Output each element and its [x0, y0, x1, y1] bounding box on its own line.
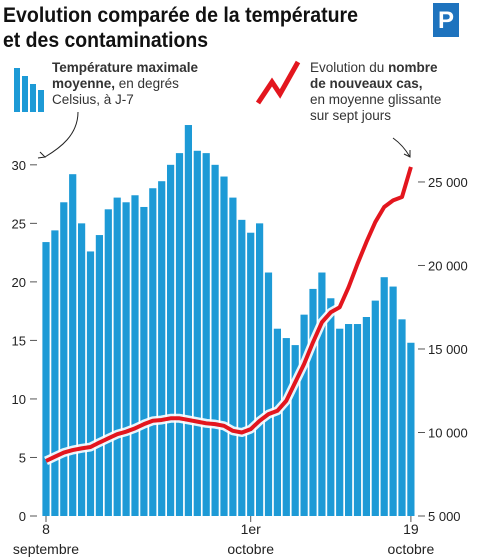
bar	[273, 328, 281, 516]
y-tick-label: 5	[19, 450, 26, 465]
bar	[104, 209, 112, 516]
legend-segment: en moyenne glissante	[310, 92, 441, 107]
logo: P	[438, 7, 454, 34]
y2-tick-label: 25 000	[428, 175, 468, 190]
bar	[167, 164, 175, 516]
bar	[300, 314, 308, 516]
x-tick-label: 1er	[241, 521, 262, 537]
y-tick-label: 10	[12, 392, 26, 407]
legend-segment: moyenne,	[52, 76, 115, 91]
bar	[247, 232, 255, 516]
bar	[60, 202, 68, 516]
legend-segment: Température maximale	[52, 60, 199, 75]
bar	[184, 125, 192, 516]
y2-tick-label: 20 000	[428, 258, 468, 273]
bar	[238, 219, 246, 516]
bar	[327, 298, 335, 516]
legend-arrow-head	[403, 150, 411, 158]
line-legend-icon	[255, 60, 301, 105]
bar	[202, 153, 210, 516]
bar	[211, 164, 219, 516]
bar	[371, 300, 379, 516]
legend-text: Evolution du nombre	[310, 60, 438, 75]
bar	[398, 319, 406, 516]
y-tick-label: 20	[12, 275, 26, 290]
y-tick-label: 30	[12, 158, 26, 173]
legend-text: Température maximale	[52, 60, 199, 75]
bar	[122, 202, 130, 516]
chart-title: et des contaminations	[3, 29, 208, 52]
bar	[86, 251, 95, 516]
bar	[353, 324, 362, 516]
y-tick-label: 0	[19, 509, 26, 524]
line	[45, 166, 413, 463]
bar	[220, 176, 228, 516]
x-tick-label: 8	[42, 521, 50, 537]
bar	[264, 272, 273, 516]
bar-legend-icon	[14, 68, 44, 112]
bar	[51, 230, 59, 516]
bar	[69, 174, 77, 516]
x-tick-label: 19	[403, 521, 419, 537]
legend-segment: de nouveaux cas,	[310, 76, 423, 91]
bar	[256, 223, 264, 516]
bar	[336, 328, 344, 516]
legend-text: moyenne, en degrés	[52, 76, 179, 91]
legend-text: de nouveaux cas,	[310, 76, 423, 91]
x-month-label: octobre	[388, 541, 435, 557]
legend-arrow-head	[37, 151, 47, 159]
bar	[309, 288, 317, 516]
bar	[407, 342, 415, 516]
legend-segment: sur sept jours	[310, 108, 391, 123]
legend-arrow	[392, 137, 411, 158]
legend-segment: nombre	[388, 60, 438, 75]
bar	[113, 197, 121, 516]
logo-box	[433, 3, 459, 37]
bar	[140, 206, 148, 516]
legend-text: sur sept jours	[310, 108, 391, 123]
y-tick-label: 25	[12, 216, 26, 231]
x-month-label: septembre	[13, 541, 79, 557]
bar	[78, 223, 86, 516]
chart-title: Evolution comparée de la température	[3, 4, 358, 27]
legend-segment: Celsius, à J-7	[52, 92, 134, 107]
bar	[389, 286, 397, 516]
y2-tick-label: 10 000	[428, 425, 468, 440]
bar	[318, 272, 326, 516]
bar	[158, 181, 166, 516]
bar	[282, 338, 290, 516]
bar	[229, 197, 237, 516]
x-month-label: octobre	[227, 541, 274, 557]
legend-segment: Evolution du	[310, 60, 388, 75]
y-tick-label: 15	[12, 333, 26, 348]
bar	[362, 317, 370, 516]
bar	[42, 242, 50, 517]
bar	[291, 345, 299, 516]
legend-text: en moyenne glissante	[310, 92, 441, 107]
y2-tick-label: 15 000	[428, 342, 468, 357]
legend-segment: en degrés	[115, 76, 179, 91]
y2-tick-label: 5 000	[428, 509, 461, 524]
bar	[175, 153, 184, 516]
bar	[380, 277, 388, 516]
bar	[193, 150, 201, 516]
bar	[95, 235, 103, 516]
legend-text: Celsius, à J-7	[52, 92, 134, 107]
bar	[131, 195, 139, 516]
legend-arrow	[44, 111, 79, 158]
bar	[149, 188, 157, 516]
bar	[345, 324, 353, 516]
